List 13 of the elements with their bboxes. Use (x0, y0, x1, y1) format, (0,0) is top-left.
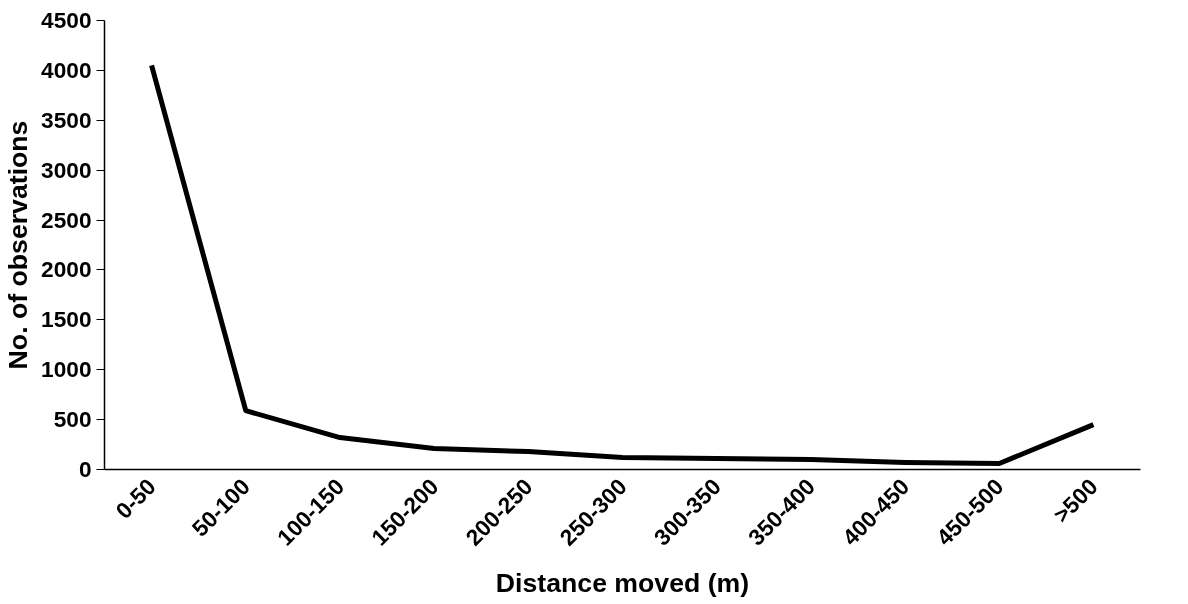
y-tick-label: 4500 (41, 7, 92, 33)
y-tick-label: 3000 (41, 156, 92, 183)
y-tick-label: 4000 (41, 56, 92, 83)
y-tick-label: 3500 (41, 106, 92, 133)
y-axis-title: No. of observations (3, 120, 34, 370)
x-axis-title: Distance moved (m) (495, 567, 750, 598)
y-tick-label: 2500 (41, 206, 92, 233)
y-tick-label: 0 (78, 456, 92, 482)
y-tick-label: 2000 (41, 256, 92, 283)
y-tick-label: 1000 (41, 356, 92, 383)
x-tick-label: 0-50 (110, 473, 161, 524)
y-tick-label: 1500 (41, 306, 92, 333)
y-tick-label: 500 (53, 406, 92, 433)
